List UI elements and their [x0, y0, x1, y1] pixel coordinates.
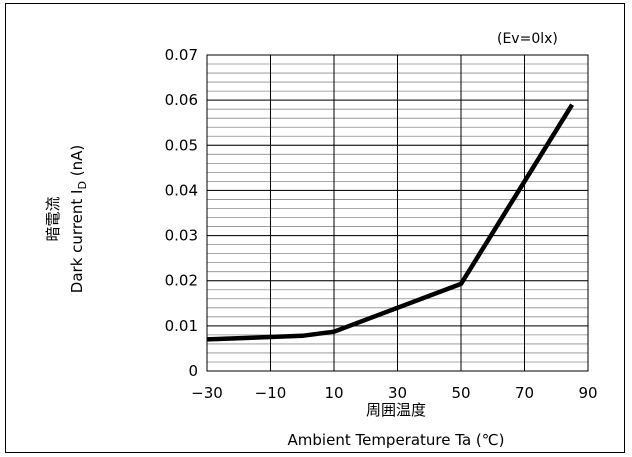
y-axis-label: Dark current ID (nA): [68, 145, 89, 293]
y-axis-label-subscript: D: [76, 181, 89, 189]
x-tick-label: 70: [515, 384, 534, 402]
x-tick-label: 10: [324, 384, 343, 402]
y-tick-label: 0.02: [165, 272, 198, 290]
condition-annotation: (Ev=0lx): [497, 31, 558, 47]
y-tick-label: 0: [188, 362, 198, 380]
x-axis-label-japanese: 周囲温度: [366, 401, 426, 419]
y-axis-label-unit: (nA): [68, 145, 86, 181]
chart-frame: [5, 3, 625, 453]
x-tick-label: −10: [255, 384, 287, 402]
y-tick-label: 0.04: [165, 181, 198, 199]
x-axis-label: Ambient Temperature Ta (℃): [288, 431, 505, 449]
major-grid: [207, 55, 588, 371]
x-tick-label: 90: [578, 384, 597, 402]
y-tick-label: 0.05: [165, 136, 198, 154]
x-tick-label: 30: [388, 384, 407, 402]
x-tick-label: −30: [191, 384, 223, 402]
y-tick-label: 0.01: [165, 317, 198, 335]
y-axis-ticks: 0 0.01 0.02 0.03 0.04 0.05 0.06 0.07: [165, 46, 198, 380]
x-axis-ticks: −30 −10 10 30 50 70 90: [191, 384, 597, 402]
plot-area-border: [206, 54, 589, 372]
x-tick-label: 50: [451, 384, 470, 402]
y-axis-label-japanese: 暗電流: [44, 196, 62, 241]
series-line: [206, 103, 575, 342]
y-tick-label: 0.03: [165, 227, 198, 245]
y-tick-label: 0.06: [165, 91, 198, 109]
y-tick-label: 0.07: [165, 46, 198, 64]
y-axis-label-main: Dark current I: [68, 190, 86, 294]
